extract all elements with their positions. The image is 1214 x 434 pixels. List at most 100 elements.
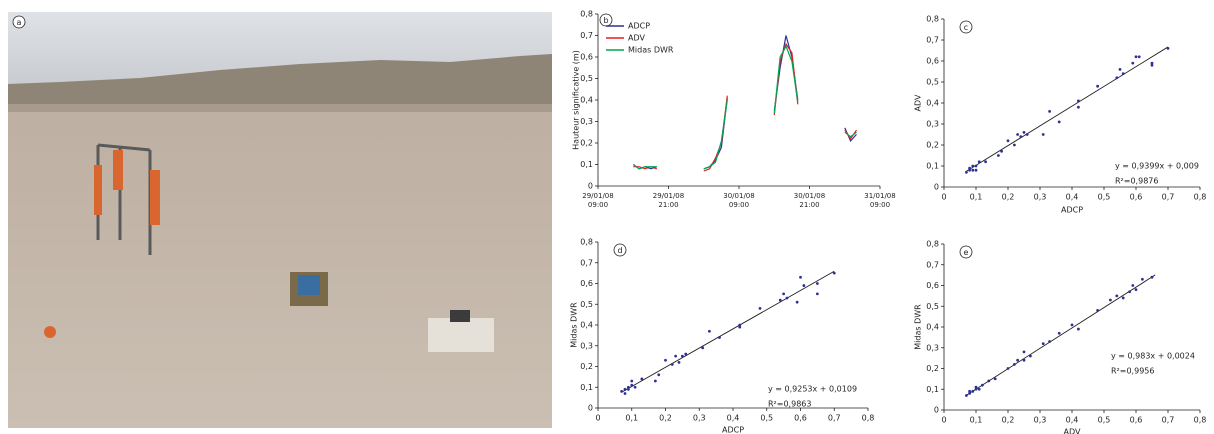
scatter-point [626, 385, 630, 389]
scatter-point [1016, 133, 1019, 136]
scatter-point [1150, 63, 1154, 67]
x-tick-label: 30/01/08 09:00 [723, 192, 754, 209]
x-tick-label: 29/01/08 09:00 [582, 192, 613, 209]
scatter-point [1000, 149, 1003, 153]
y-tick-label: 0 [588, 182, 593, 191]
photo-instrument-frame [94, 143, 160, 255]
trendline [966, 274, 1156, 396]
trendline [621, 270, 835, 393]
scatter-point [993, 377, 997, 381]
x-tick-label: 0,7 [1162, 193, 1175, 202]
x-tick-label: 0 [941, 416, 946, 425]
trendline [966, 46, 1169, 172]
scatter-point [1048, 110, 1051, 113]
scatter-point [1137, 55, 1141, 59]
x-tick-label: 0,7 [1162, 416, 1175, 425]
x-tick-label: 0,6 [1130, 193, 1143, 202]
scatter-point [977, 387, 981, 391]
scatter-point [1166, 47, 1170, 50]
x-tick-label-line: 21:00 [658, 201, 678, 209]
x-tick-label-line: 31/01/08 [864, 192, 895, 200]
y-tick-label: 0,7 [926, 260, 939, 269]
panel-label-circle [613, 243, 627, 257]
x-tick-label-line: 09:00 [870, 201, 890, 209]
r-squared: R²=0,9863 [768, 400, 811, 409]
equation: y = 0,9253x + 0,0109 [768, 385, 857, 394]
scatter-point [974, 385, 978, 389]
x-tick-label: 0,8 [1194, 193, 1207, 202]
photo-label: a [17, 18, 22, 27]
y-axis-label: Hauteur significative (m) [572, 50, 581, 150]
scatter-point [1022, 350, 1026, 354]
scatter-point [1077, 99, 1080, 103]
y-tick-label: 0,5 [926, 78, 939, 87]
scatter-point [1150, 61, 1154, 65]
scatter-point [718, 336, 721, 339]
scatter-point [626, 387, 630, 391]
x-tick-label-line: 09:00 [588, 201, 608, 209]
scatter-point [640, 377, 644, 381]
y-tick-label: 0,1 [926, 162, 939, 171]
scatter-point [984, 160, 987, 164]
scatter-point [1150, 275, 1154, 279]
photo-beach [8, 104, 552, 112]
y-tick-label: 0,2 [926, 141, 939, 150]
equation: y = 0,983x + 0,0024 [1111, 352, 1195, 361]
scatter-point [1134, 288, 1138, 292]
y-axis-label: Midas DWR [914, 304, 923, 350]
x-tick-label: 0,5 [760, 414, 773, 423]
y-tick-label: 0,6 [580, 53, 593, 62]
x-tick-label: 0,6 [1130, 416, 1143, 425]
scatter-point [1115, 76, 1119, 80]
x-tick-label: 0,1 [970, 193, 983, 202]
scatter-point [997, 154, 1000, 157]
y-tick-label: 0,3 [580, 117, 593, 126]
x-tick-label: 30/01/08 21:00 [794, 192, 825, 209]
x-tick-label: 0,1 [970, 416, 983, 425]
x-tick-label-line: 29/01/08 [582, 192, 613, 200]
y-tick-label: 0,1 [580, 383, 593, 392]
scatter-point [758, 307, 762, 310]
x-tick-label: 0,5 [1098, 193, 1111, 202]
scatter-point [968, 392, 971, 395]
scatter-point [1134, 55, 1138, 59]
scatter-point [815, 292, 819, 296]
y-tick-label: 0,2 [580, 362, 593, 371]
y-tick-label: 0,6 [926, 281, 939, 290]
scatter-point [977, 160, 981, 164]
y-tick-label: 0 [588, 404, 593, 413]
x-tick-label: 0,1 [625, 414, 638, 423]
scatter-point [987, 379, 991, 383]
scatter-point [1013, 143, 1016, 147]
scatter-point [968, 166, 971, 170]
scatter-point [1121, 72, 1125, 75]
y-tick-label: 0,4 [926, 323, 939, 332]
x-tick-label: 29/01/08 21:00 [653, 192, 684, 209]
legend-label: ADV [628, 34, 645, 43]
x-tick-label: 0,6 [794, 414, 807, 423]
scatter-point [701, 346, 705, 350]
scatter-point [832, 271, 836, 275]
x-tick-label: 0,4 [1066, 416, 1079, 425]
scatter-point [674, 354, 678, 358]
scatter-point [1070, 323, 1074, 327]
y-tick-label: 0,3 [580, 341, 593, 350]
y-tick-label: 0,4 [580, 96, 593, 105]
x-tick-label-line: 21:00 [799, 201, 819, 209]
scatter-point [684, 352, 688, 356]
scatter-point [1131, 284, 1135, 287]
scatter-point [1128, 290, 1131, 294]
y-tick-label: 0,6 [926, 57, 939, 66]
photo: a [8, 12, 552, 428]
scatter-point [981, 383, 984, 387]
x-tick-label: 0,4 [1066, 193, 1079, 202]
scatter-point [799, 275, 802, 279]
y-tick-label: 0,6 [580, 279, 593, 288]
scatter-point [971, 164, 975, 168]
legend-label: Midas DWR [628, 46, 674, 55]
y-tick-label: 0,7 [580, 31, 593, 40]
x-tick-label: 0 [941, 193, 946, 202]
x-tick-label: 0,2 [1002, 416, 1015, 425]
scatter-point [630, 383, 634, 387]
